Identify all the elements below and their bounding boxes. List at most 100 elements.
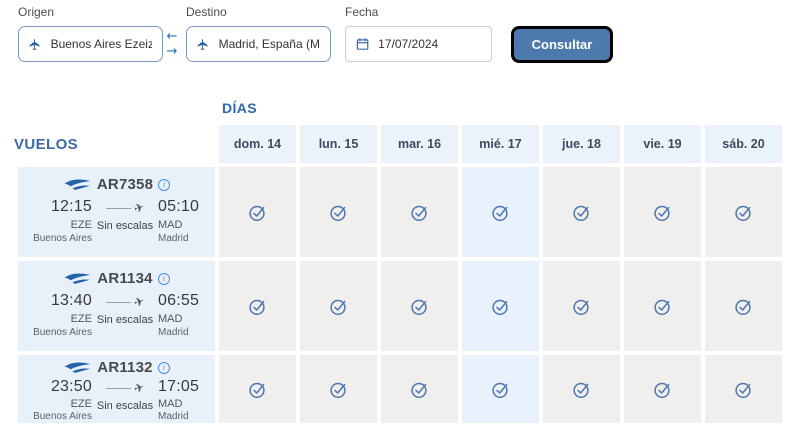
departure-city: Buenos Aires: [33, 233, 92, 245]
availability-cell[interactable]: [705, 355, 782, 423]
departure-code: EZE: [70, 398, 92, 411]
flight-card: AR1132 23:50 EZE Buenos Aires ✈ Sin esca…: [18, 355, 215, 423]
check-circle-icon: [654, 299, 670, 315]
check-circle-icon: [573, 382, 589, 398]
route-line: [105, 207, 131, 209]
availability-cell[interactable]: [381, 167, 458, 257]
day-header: sáb. 20: [705, 125, 782, 163]
flights-title: VUELOS: [14, 125, 215, 163]
availability-cell[interactable]: [381, 355, 458, 423]
check-circle-icon: [249, 382, 265, 398]
airplane-icon: ✈: [25, 37, 44, 51]
day-header: vie. 19: [624, 125, 701, 163]
stops-label: Sin escalas: [96, 400, 154, 412]
availability-cell[interactable]: [462, 261, 539, 351]
day-header: lun. 15: [300, 125, 377, 163]
check-circle-icon: [330, 299, 346, 315]
arrival-code: MAD: [158, 313, 183, 326]
departure-city: Buenos Aires: [33, 411, 92, 423]
arrival-time: 17:05: [158, 378, 200, 395]
check-circle-icon: [735, 205, 751, 221]
airline-logo-icon: [64, 179, 91, 190]
availability-cell[interactable]: [543, 355, 620, 423]
check-circle-icon: [573, 299, 589, 315]
check-circle-icon: [654, 205, 670, 221]
schedule-grid: VUELOS dom. 14 lun. 15 mar. 16 mié. 17 jue. …: [14, 125, 782, 423]
check-circle-icon: [411, 382, 427, 398]
route-plane-icon: ✈: [132, 379, 146, 397]
flight-card: AR1134 13:40 EZE Buenos Aires ✈ Sin esca…: [18, 261, 215, 351]
check-circle-icon: [735, 299, 751, 315]
departure-time: 12:15: [50, 198, 92, 215]
availability-cell[interactable]: [705, 167, 782, 257]
availability-cell[interactable]: [462, 355, 539, 423]
day-header: mié. 17: [462, 125, 539, 163]
departure-time: 13:40: [50, 292, 92, 309]
availability-cell[interactable]: [624, 355, 701, 423]
origin-input[interactable]: [50, 37, 152, 51]
check-circle-icon: [735, 382, 751, 398]
info-icon[interactable]: [158, 178, 171, 191]
destination-input[interactable]: [218, 37, 320, 51]
arrival-city: Madrid: [158, 233, 189, 245]
date-label: Fecha: [345, 5, 379, 19]
check-circle-icon: [330, 205, 346, 221]
info-icon[interactable]: [157, 272, 170, 285]
route-plane-icon: ✈: [132, 293, 146, 311]
availability-cell[interactable]: [219, 261, 296, 351]
availability-cell[interactable]: [300, 355, 377, 423]
calendar-icon: [356, 38, 369, 50]
day-header: dom. 14: [219, 125, 296, 163]
date-input[interactable]: [378, 37, 481, 51]
availability-cell[interactable]: [219, 355, 296, 423]
days-title: DÍAS: [222, 100, 258, 116]
availability-cell[interactable]: [381, 261, 458, 351]
availability-cell[interactable]: [462, 167, 539, 257]
availability-cell[interactable]: [624, 261, 701, 351]
info-icon[interactable]: [157, 361, 170, 374]
arrow-left-icon: ←: [166, 29, 178, 44]
arrival-time: 06:55: [158, 292, 200, 309]
swap-direction-button[interactable]: ← →: [162, 27, 182, 61]
flight-number: AR1132: [97, 359, 153, 376]
check-circle-icon: [573, 205, 589, 221]
availability-cell[interactable]: [300, 261, 377, 351]
arrival-city: Madrid: [158, 327, 189, 339]
airline-logo-icon: [64, 362, 91, 373]
arrival-code: MAD: [158, 398, 183, 411]
availability-cell[interactable]: [543, 167, 620, 257]
check-circle-icon: [330, 382, 346, 398]
destination-field[interactable]: ✈: [186, 26, 331, 62]
origin-field[interactable]: ✈: [18, 26, 163, 62]
check-circle-icon: [411, 205, 427, 221]
day-header: mar. 16: [381, 125, 458, 163]
stops-label: Sin escalas: [96, 314, 154, 326]
departure-code: EZE: [70, 313, 92, 326]
check-circle-icon: [654, 382, 670, 398]
check-circle-icon: [492, 205, 508, 221]
arrival-city: Madrid: [158, 411, 189, 423]
check-circle-icon: [492, 299, 508, 315]
airline-logo-icon: [64, 273, 91, 284]
route-plane-icon: ✈: [132, 199, 146, 217]
day-header: jue. 18: [543, 125, 620, 163]
check-circle-icon: [492, 382, 508, 398]
route-line: [105, 387, 131, 389]
departure-city: Buenos Aires: [33, 327, 92, 339]
availability-cell[interactable]: [300, 167, 377, 257]
consult-button[interactable]: Consultar: [511, 26, 613, 63]
availability-cell[interactable]: [219, 167, 296, 257]
stops-label: Sin escalas: [96, 220, 154, 232]
date-field[interactable]: [345, 26, 492, 62]
flight-card: AR7358 12:15 EZE Buenos Aires ✈ Sin esca…: [18, 167, 215, 257]
route-line: [105, 301, 131, 303]
availability-cell[interactable]: [705, 261, 782, 351]
check-circle-icon: [411, 299, 427, 315]
flight-number: AR1134: [97, 270, 153, 287]
origin-label: Origen: [18, 5, 55, 19]
destination-label: Destino: [186, 5, 227, 19]
departure-time: 23:50: [50, 378, 92, 395]
availability-cell[interactable]: [624, 167, 701, 257]
availability-cell[interactable]: [543, 261, 620, 351]
